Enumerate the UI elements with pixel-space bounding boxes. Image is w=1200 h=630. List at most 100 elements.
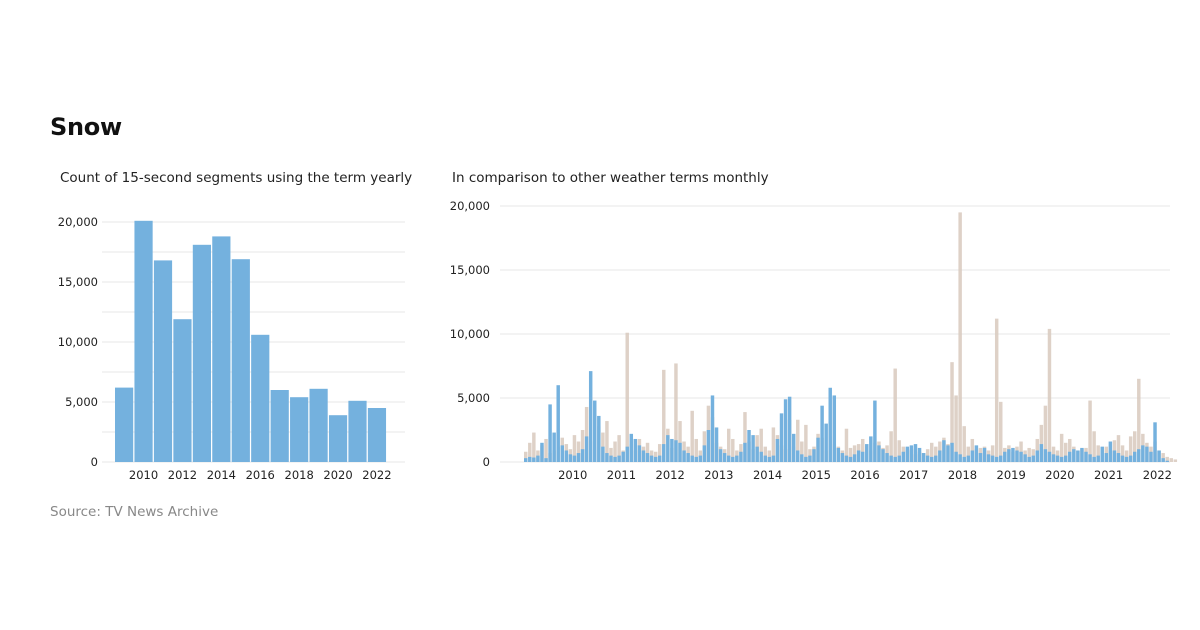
x-tick-label: 2011: [607, 468, 636, 482]
snow-bar: [1023, 454, 1027, 462]
snow-bar: [1055, 455, 1060, 462]
bar-2022: [367, 408, 387, 462]
snow-bar: [1076, 450, 1080, 462]
other-term-bar: [657, 444, 662, 462]
snow-bar: [593, 400, 597, 462]
snow-bar: [1047, 451, 1052, 462]
bar-2016: [251, 334, 270, 462]
snow-bar: [820, 405, 824, 462]
snow-bar: [1116, 453, 1121, 462]
snow-bar: [1088, 454, 1092, 462]
snow-bar: [974, 445, 979, 462]
x-tick-label: 2014: [753, 468, 782, 482]
other-term-bar: [999, 401, 1003, 462]
left-chart-subtitle: Count of 15-second segments using the te…: [60, 170, 413, 186]
snow-bar: [731, 456, 735, 462]
snow-bar: [779, 413, 784, 462]
snow-bar: [791, 433, 796, 462]
other-term-bar: [1088, 400, 1092, 462]
snow-bar: [686, 453, 690, 462]
x-tick-label: 2012: [168, 468, 197, 482]
other-term-bar: [994, 318, 999, 462]
snow-bar: [808, 455, 812, 462]
other-term-bar: [609, 447, 613, 462]
snow-bar: [690, 455, 694, 462]
snow-bar: [735, 455, 739, 462]
snow-bar: [946, 445, 950, 462]
other-term-bar: [584, 406, 589, 462]
other-term-bar: [532, 432, 536, 462]
snow-bar: [751, 435, 755, 462]
snow-bar: [816, 437, 820, 462]
other-term-bar: [580, 430, 585, 462]
snow-bar: [552, 432, 556, 462]
snow-bar: [970, 450, 975, 462]
snow-bar: [653, 456, 658, 462]
snow-bar: [840, 453, 845, 462]
snow-bar: [759, 451, 763, 462]
other-term-bar: [970, 438, 975, 462]
other-term-bar: [930, 442, 934, 462]
snow-bar: [1108, 441, 1113, 462]
y-tick-label: 10,000: [450, 327, 490, 341]
snow-bar: [580, 449, 585, 462]
snow-bar: [860, 451, 865, 462]
snow-bar: [917, 447, 922, 462]
snow-bar: [1128, 455, 1133, 462]
snow-bar: [930, 456, 934, 462]
snow-bar: [889, 455, 893, 462]
snow-bar: [1003, 451, 1007, 462]
other-term-bar: [796, 419, 800, 462]
snow-bar: [1019, 451, 1023, 462]
snow-bar: [885, 453, 889, 462]
snow-bar: [1141, 445, 1145, 462]
snow-bar: [905, 446, 910, 462]
x-tick-label: 2010: [129, 468, 158, 482]
x-tick-label: 2016: [246, 468, 275, 482]
snow-bar: [844, 455, 849, 462]
other-term-bar: [1043, 405, 1048, 462]
other-term-bar: [1027, 447, 1031, 462]
other-term-bar: [1124, 450, 1129, 462]
snow-bar: [978, 453, 983, 462]
snow-bar: [1112, 450, 1117, 462]
snow-bar: [662, 444, 666, 462]
snow-bar: [1015, 450, 1019, 462]
snow-bar: [909, 445, 914, 462]
snow-bar: [621, 451, 625, 462]
other-term-bar: [605, 421, 609, 462]
other-term-bar: [727, 428, 731, 462]
snow-bar: [666, 435, 670, 462]
bar-2014: [212, 236, 231, 462]
snow-bar: [1149, 451, 1153, 462]
other-term-bar: [934, 446, 938, 462]
y-tick-label: 0: [483, 455, 490, 469]
snow-bar: [921, 453, 926, 462]
snow-bar: [536, 455, 540, 462]
other-term-bar: [889, 431, 893, 462]
other-term-bar: [804, 424, 808, 462]
other-term-bar: [966, 446, 970, 462]
snow-bar: [540, 442, 544, 462]
other-term-bar: [1161, 453, 1165, 462]
snow-bar: [1104, 453, 1109, 462]
snow-bar: [869, 436, 873, 462]
snow-bar: [1059, 456, 1064, 462]
other-term-bar: [1165, 456, 1169, 462]
snow-bar: [982, 447, 987, 462]
snow-bar: [999, 455, 1003, 462]
snow-bar: [1039, 444, 1044, 462]
snow-bar: [804, 456, 808, 462]
other-term-bar: [1059, 433, 1064, 462]
snow-bar: [832, 395, 837, 462]
snow-bar: [629, 433, 634, 462]
snow-bar: [755, 446, 759, 462]
snow-bar: [1072, 449, 1076, 462]
snow-bar: [739, 451, 743, 462]
bar-2010: [134, 220, 153, 462]
snow-bar: [800, 454, 804, 462]
other-term-bar: [1169, 458, 1173, 462]
snow-bar: [877, 445, 881, 462]
chart-title: Snow: [50, 113, 122, 141]
